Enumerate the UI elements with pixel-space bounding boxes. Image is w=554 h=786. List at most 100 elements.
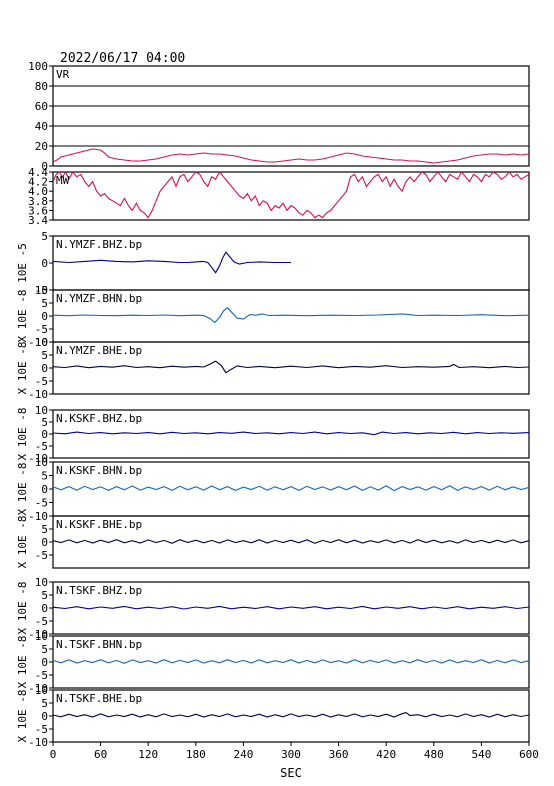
y-tick-label: 0	[41, 602, 48, 615]
y-tick-label: -10	[28, 628, 48, 641]
y-tick-label: 0	[41, 428, 48, 441]
y-tick-label: 5	[41, 643, 48, 656]
panel-label: N.KSKF.BHZ.bp	[56, 412, 142, 425]
x-tick-label: 60	[94, 748, 107, 761]
y-axis-label: X 10E -8	[16, 290, 29, 343]
panel-vr: 0 20 40 60 80 100 VR	[28, 60, 530, 173]
x-tick-label: 600	[519, 748, 539, 761]
y-tick-label: -10	[28, 452, 48, 465]
y-tick-label: 100	[28, 60, 48, 73]
y-tick-label: -5	[35, 497, 48, 510]
y-tick-label: 0	[41, 362, 48, 375]
x-tick-label: 360	[329, 748, 349, 761]
y-tick-label: 10	[35, 576, 48, 589]
y-tick-label: 0	[41, 483, 48, 496]
panel-label: N.TSKF.BHE.bp	[56, 692, 142, 705]
panel-label: N.YMZF.BHE.bp	[56, 344, 142, 357]
series-line-n-kskf-bhe	[52, 539, 530, 544]
panel-frame	[52, 171, 530, 221]
y-axis-label: X 10E -8	[16, 582, 29, 635]
y-tick-label: 40	[35, 120, 48, 133]
y-axis-label: 10E -5	[16, 243, 29, 283]
y-axis-label: X 10E -8	[16, 463, 29, 516]
panel-label: N.YMZF.BHZ.bp	[56, 238, 142, 251]
x-tick-label: 180	[186, 748, 206, 761]
y-tick-label: 5	[41, 297, 48, 310]
y-axis-label: X 10E -8	[16, 690, 29, 743]
x-tick-label: 120	[138, 748, 158, 761]
y-tick-label: 4.2	[28, 176, 48, 189]
y-tick-label: 0	[41, 310, 48, 323]
y-tick-label: 10	[35, 684, 48, 697]
y-tick-label: 10	[35, 284, 48, 297]
y-tick-label: 5	[41, 697, 48, 710]
y-tick-label: -5	[35, 669, 48, 682]
panel-label: N.TSKF.BHZ.bp	[56, 584, 142, 597]
y-tick-label: 4.0	[28, 185, 48, 198]
x-tick-label: 240	[233, 748, 253, 761]
y-tick-label: 0	[41, 536, 48, 549]
series-line-vr	[52, 148, 530, 164]
y-tick-label: 10	[35, 404, 48, 417]
panel-label: MW	[56, 174, 70, 187]
figure-timestamp: 2022/06/17 04:00	[60, 51, 185, 66]
series-line-n-kskf-bhn	[52, 485, 530, 492]
y-tick-label: 5	[41, 416, 48, 429]
y-tick-label: 20	[35, 140, 48, 153]
x-tick-label: 420	[376, 748, 396, 761]
y-tick-label: -5	[35, 615, 48, 628]
panel-label: N.KSKF.BHE.bp	[56, 518, 142, 531]
y-tick-label: 80	[35, 80, 48, 93]
series-line-n-tskf-bhe	[52, 711, 530, 718]
y-tick-label: 10	[35, 336, 48, 349]
y-tick-label: 4.4	[28, 166, 48, 179]
x-tick-label: 300	[281, 748, 301, 761]
panel-label: N.YMZF.BHN.bp	[56, 292, 142, 305]
y-tick-label: -10	[28, 388, 48, 401]
series-line-n-ymzf-bhz	[52, 251, 291, 274]
y-tick-label: -10	[28, 682, 48, 695]
y-tick-label: -10	[28, 510, 48, 523]
series-line-n-ymzf-bhn	[52, 306, 530, 324]
y-axis-label: X 10E -8	[16, 636, 29, 689]
panel-label: N.TSKF.BHN.bp	[56, 638, 142, 651]
panel-n-ymzf-bhz: -5 0 5 10E -5 N.YMZF.BHZ.bp	[16, 230, 530, 297]
y-tick-label: 5	[41, 589, 48, 602]
y-tick-label: 10	[35, 630, 48, 643]
y-tick-label: -10	[28, 336, 48, 349]
panel-label: N.KSKF.BHN.bp	[56, 464, 142, 477]
y-tick-label: 5	[41, 230, 48, 243]
series-line-mw	[52, 170, 530, 219]
y-axis-label: X 10E -8	[16, 516, 29, 569]
y-tick-label: 0	[41, 257, 48, 270]
y-tick-label: -5	[35, 723, 48, 736]
x-tick-label: 480	[424, 748, 444, 761]
y-tick-label: 0	[41, 656, 48, 669]
series-line-n-tskf-bhn	[52, 659, 530, 664]
series-line-n-kskf-bhz	[52, 431, 530, 436]
y-tick-label: 0	[41, 160, 48, 173]
y-tick-label: 3.6	[28, 204, 48, 217]
y-tick-label: -5	[35, 323, 48, 336]
y-tick-label: 3.8	[28, 195, 48, 208]
y-tick-label: 3.4	[28, 214, 48, 227]
x-tick-label: 0	[50, 748, 57, 761]
y-tick-label: -5	[35, 375, 48, 388]
series-line-n-tskf-bhz	[52, 605, 530, 610]
y-tick-label: -5	[35, 549, 48, 562]
y-tick-label: 5	[41, 523, 48, 536]
y-tick-label: 5	[41, 470, 48, 483]
x-axis-label: SEC	[280, 766, 302, 780]
y-tick-label: -5	[35, 440, 48, 453]
y-tick-label: 5	[41, 349, 48, 362]
y-tick-label: 0	[41, 710, 48, 723]
y-tick-label: 60	[35, 100, 48, 113]
